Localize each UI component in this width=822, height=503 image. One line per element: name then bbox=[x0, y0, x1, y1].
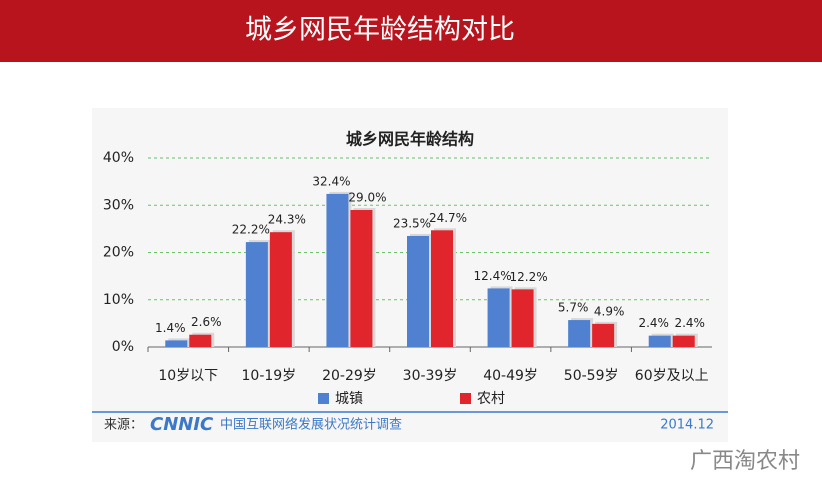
legend-swatch bbox=[460, 393, 471, 404]
bar bbox=[269, 232, 292, 347]
legend-label: 城镇 bbox=[335, 391, 363, 407]
bar bbox=[672, 335, 695, 347]
bar bbox=[431, 230, 453, 347]
y-tick-label: 10% bbox=[103, 292, 134, 308]
value-label: 2.6% bbox=[191, 315, 222, 329]
x-tick-label: 10岁以下 bbox=[158, 368, 218, 384]
footer-logo: CNNIC bbox=[150, 414, 214, 435]
x-tick-label: 30-39岁 bbox=[403, 368, 458, 384]
footer-date: 2014.12 bbox=[660, 418, 714, 433]
bar bbox=[326, 193, 349, 347]
value-label: 22.2% bbox=[232, 223, 270, 237]
legend-swatch bbox=[318, 393, 329, 404]
chart-title: 城乡网民年龄结构 bbox=[346, 130, 474, 149]
slide-title: 城乡网民年龄结构对比 bbox=[245, 15, 515, 46]
bar bbox=[189, 334, 212, 347]
value-label: 24.3% bbox=[268, 213, 306, 227]
bar bbox=[592, 323, 615, 347]
bar bbox=[648, 335, 671, 347]
value-label: 12.4% bbox=[474, 269, 512, 283]
bar bbox=[511, 289, 534, 347]
value-label: 12.2% bbox=[510, 270, 548, 284]
value-label: 5.7% bbox=[558, 301, 589, 315]
y-tick-label: 0% bbox=[112, 339, 134, 355]
y-tick-label: 20% bbox=[103, 245, 134, 261]
bar bbox=[407, 235, 429, 347]
value-label: 2.4% bbox=[638, 316, 669, 330]
value-label: 24.7% bbox=[429, 211, 467, 225]
x-tick-label: 10-19岁 bbox=[242, 368, 297, 384]
bar bbox=[165, 340, 188, 347]
value-label: 1.4% bbox=[155, 321, 186, 335]
bar bbox=[245, 242, 268, 347]
x-tick-label: 50-59岁 bbox=[564, 368, 619, 384]
legend-label: 农村 bbox=[477, 391, 505, 407]
x-tick-label: 20-29岁 bbox=[322, 368, 377, 384]
value-label: 4.9% bbox=[594, 304, 625, 318]
value-label: 29.0% bbox=[348, 190, 386, 204]
header-bar bbox=[0, 0, 822, 62]
value-label: 2.4% bbox=[674, 316, 705, 330]
watermark: 广西淘农村 bbox=[690, 449, 800, 474]
y-tick-label: 40% bbox=[103, 150, 134, 166]
footer-source: 来源： bbox=[104, 418, 143, 433]
footer-survey: 中国互联网络发展状况统计调查 bbox=[220, 417, 402, 433]
bar bbox=[568, 320, 591, 347]
x-tick-label: 40-49岁 bbox=[483, 368, 538, 384]
bar bbox=[350, 209, 373, 347]
y-tick-label: 30% bbox=[103, 197, 134, 213]
bar bbox=[487, 288, 510, 347]
value-label: 32.4% bbox=[312, 174, 350, 188]
value-label: 23.5% bbox=[393, 216, 431, 230]
x-tick-label: 60岁及以上 bbox=[635, 368, 709, 384]
